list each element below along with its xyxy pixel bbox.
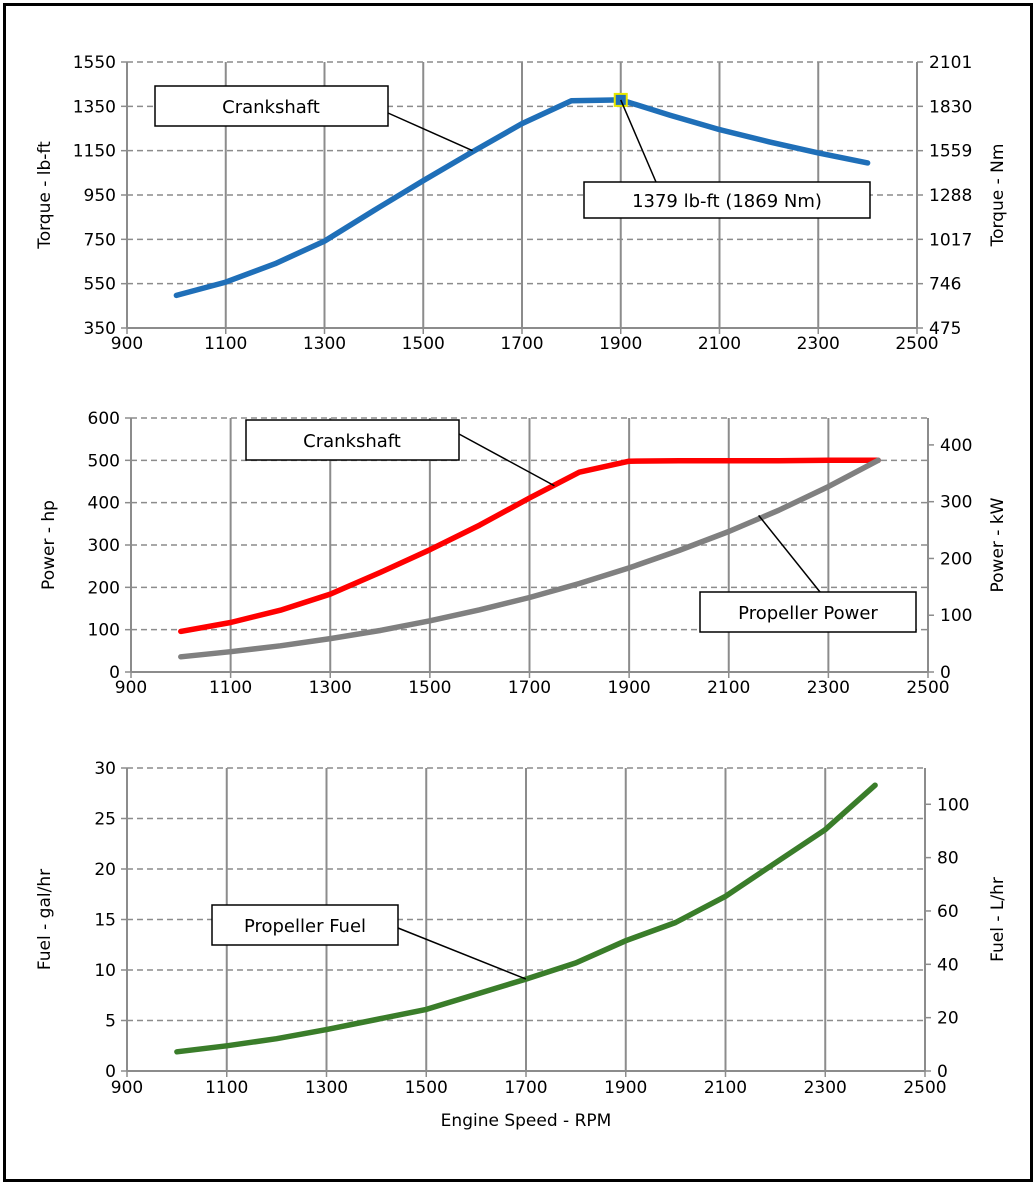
- callout-leader: [397, 927, 527, 980]
- callout-leader: [758, 514, 821, 593]
- y-tick-label: 10: [94, 961, 116, 981]
- x-tick-label: 2500: [895, 334, 938, 354]
- series-line-propeller-fuel: [174, 782, 878, 1055]
- x-tick-label: 1500: [402, 334, 445, 354]
- x-tick-label: 1300: [303, 334, 346, 354]
- x-tick-label: 1700: [508, 678, 551, 698]
- x-axis-title: Engine Speed - RPM: [441, 1111, 612, 1131]
- right-tick-label: 0: [937, 1062, 948, 1082]
- y-tick-label: 500: [88, 451, 120, 471]
- callout-label: Crankshaft: [303, 431, 401, 452]
- right-tick-label: 0: [940, 663, 951, 683]
- callout-label: 1379 lb-ft (1869 Nm): [632, 191, 822, 212]
- y-tick-label: 750: [84, 230, 116, 250]
- y-axis-title: Power - hp: [39, 500, 59, 590]
- right-tick-label: 475: [929, 319, 961, 339]
- x-tick-label: 1700: [504, 1078, 547, 1098]
- x-tick-label: 900: [111, 1078, 143, 1098]
- y-axis-title: Fuel - gal/hr: [35, 869, 55, 970]
- right-tick-label: 200: [940, 549, 972, 569]
- right-tick-label: 400: [940, 436, 972, 456]
- x-tick-label: 900: [111, 334, 143, 354]
- x-tick-label: 2500: [903, 1078, 946, 1098]
- y-tick-label: 30: [94, 759, 116, 779]
- x-tick-label: 2100: [698, 334, 741, 354]
- chart-panel-1: 900 1100 1300 1500 1700 1900 2100 2300 2500 350 55…: [35, 53, 1008, 354]
- y-tick-label: 1150: [73, 142, 116, 162]
- callout-box: [154, 85, 389, 127]
- callout-label: Propeller Fuel: [244, 916, 366, 937]
- series-line-propeller-power: [178, 457, 881, 660]
- y-tick-label: 350: [84, 319, 116, 339]
- callout-box: [583, 181, 871, 219]
- right-tick-label: 300: [940, 493, 972, 513]
- y-axis-title-right: Power - kW: [988, 497, 1008, 592]
- y-tick-label: 100: [88, 621, 120, 641]
- x-tick-label: 2300: [804, 1078, 847, 1098]
- right-tick-label: 20: [937, 1009, 959, 1029]
- y-axis-title-right: Fuel - L/hr: [988, 877, 1008, 962]
- y-axis-title-right: Torque - Nm: [988, 144, 1008, 248]
- callout-box: [699, 591, 917, 633]
- y-tick-label: 400: [88, 494, 120, 514]
- x-tick-label: 2100: [707, 678, 750, 698]
- x-tick-label: 1500: [408, 678, 451, 698]
- x-tick-label: 2100: [704, 1078, 747, 1098]
- y-tick-label: 0: [109, 663, 120, 683]
- right-tick-label: 40: [937, 955, 959, 975]
- x-tick-label: 1300: [305, 1078, 348, 1098]
- x-tick-label: 1100: [205, 1078, 248, 1098]
- x-tick-label: 1300: [309, 678, 352, 698]
- y-axis-title: Torque - lb-ft: [35, 141, 55, 250]
- x-tick-label: 1900: [599, 334, 642, 354]
- y-tick-label: 950: [84, 186, 116, 206]
- x-tick-label: 2300: [797, 334, 840, 354]
- callout-leader: [620, 99, 657, 183]
- x-tick-label: 2300: [807, 678, 850, 698]
- series-line-crankshaft: [178, 457, 881, 635]
- right-tick-label: 1830: [929, 97, 972, 117]
- chart-panel-3: 900 1100 1300 1500 1700 1900 2100 2300 250005101…: [35, 759, 1008, 1131]
- right-tick-label: 2101: [929, 53, 972, 73]
- x-tick-label: 2500: [906, 678, 949, 698]
- y-tick-label: 5: [105, 1012, 116, 1032]
- x-tick-label: 1700: [500, 334, 543, 354]
- right-tick-label: 1288: [929, 186, 972, 206]
- x-tick-label: 900: [115, 678, 147, 698]
- callout-leader: [387, 112, 473, 152]
- y-tick-label: 600: [88, 409, 120, 429]
- right-tick-label: 80: [937, 849, 959, 869]
- x-tick-label: 1900: [604, 1078, 647, 1098]
- y-tick-label: 0: [105, 1062, 116, 1082]
- y-tick-label: 1550: [73, 53, 116, 73]
- chart-panel-2: 900 1100 1300 1500 1700 1900 2100 2300 250001002…: [39, 409, 1008, 698]
- x-tick-label: 1900: [607, 678, 650, 698]
- right-tick-label: 1559: [929, 142, 972, 162]
- y-tick-label: 15: [94, 911, 116, 931]
- callout-leader: [458, 433, 555, 487]
- callout-label: Crankshaft: [222, 97, 320, 118]
- y-tick-label: 200: [88, 578, 120, 598]
- callout-box: [211, 904, 399, 946]
- x-tick-label: 1100: [209, 678, 252, 698]
- y-tick-label: 300: [88, 536, 120, 556]
- y-tick-label: 550: [84, 275, 116, 295]
- x-tick-label: 1500: [405, 1078, 448, 1098]
- callout-label: Propeller Power: [738, 603, 878, 624]
- y-tick-label: 20: [94, 860, 116, 880]
- right-tick-label: 60: [937, 902, 959, 922]
- right-tick-label: 746: [929, 275, 961, 295]
- y-tick-label: 25: [94, 810, 116, 830]
- right-tick-label: 100: [937, 795, 969, 815]
- right-tick-label: 100: [940, 606, 972, 626]
- right-tick-label: 1017: [929, 230, 972, 250]
- series-line-crankshaft: [173, 97, 871, 299]
- x-tick-label: 1100: [204, 334, 247, 354]
- figure-border: [3, 3, 1033, 1182]
- callout-box: [245, 419, 460, 461]
- y-tick-label: 1350: [73, 97, 116, 117]
